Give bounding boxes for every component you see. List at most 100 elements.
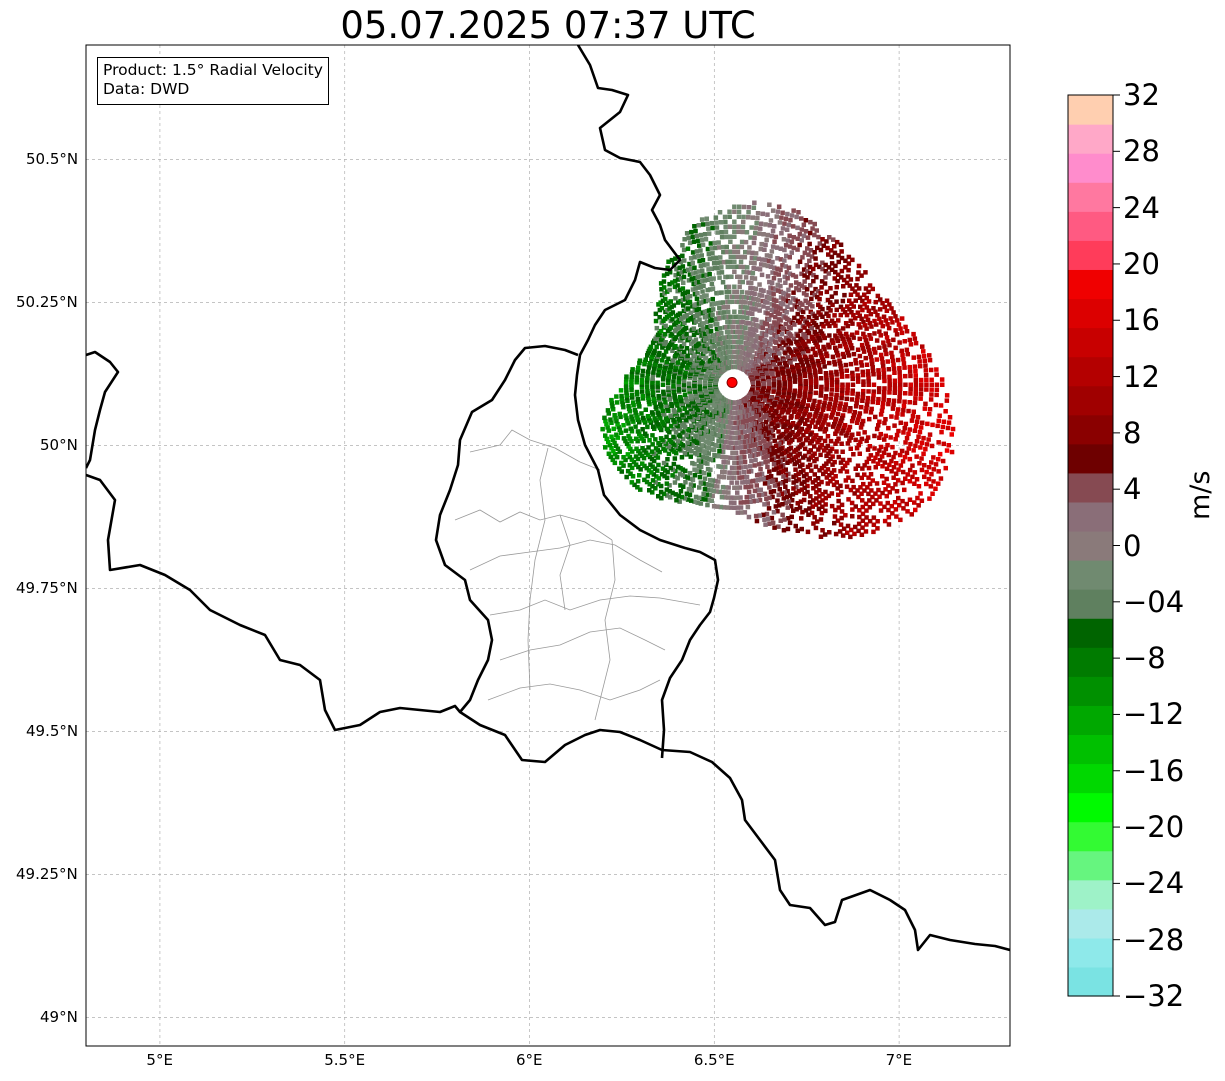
radar-gate xyxy=(836,492,841,497)
radar-gate xyxy=(787,244,793,249)
radar-gate xyxy=(624,374,629,379)
radar-gate xyxy=(703,355,709,361)
radar-gate xyxy=(778,481,783,486)
radar-gate xyxy=(745,504,751,510)
radar-gate xyxy=(775,266,780,271)
radar-gate xyxy=(612,413,617,418)
radar-gate xyxy=(769,330,774,336)
radar-gate xyxy=(866,299,872,304)
radar-gate xyxy=(726,485,731,490)
radar-gate xyxy=(730,425,736,430)
radar-gate xyxy=(834,336,839,341)
colorbar-swatch xyxy=(1068,908,1113,939)
radar-gate xyxy=(775,282,780,288)
radar-gate xyxy=(793,297,798,303)
radar-gate xyxy=(761,476,766,481)
radar-gate xyxy=(774,298,779,303)
radar-gate xyxy=(743,249,748,255)
radar-gate xyxy=(670,348,675,353)
radar-gate xyxy=(776,492,781,498)
radar-gate xyxy=(850,507,855,512)
radar-gate xyxy=(645,473,651,479)
colorbar-swatch xyxy=(1068,95,1113,125)
radar-gate xyxy=(903,391,908,396)
radar-gate xyxy=(845,523,851,529)
radar-gate xyxy=(753,457,758,463)
radar-gate xyxy=(742,479,748,485)
radar-gate xyxy=(801,497,807,503)
radar-gate xyxy=(687,387,692,392)
radar-gate xyxy=(856,286,862,291)
radar-gate xyxy=(687,413,692,419)
radar-gate xyxy=(863,270,868,275)
radar-gate xyxy=(762,247,767,252)
radar-gate xyxy=(889,469,894,474)
radar-gate xyxy=(803,298,808,303)
radar-gate xyxy=(876,423,881,428)
radar-gate xyxy=(818,291,823,296)
radar-gate xyxy=(866,372,871,377)
radar-gate xyxy=(818,369,823,374)
map-title: 05.07.2025 07:37 UTC xyxy=(340,4,756,47)
radar-gate xyxy=(886,325,892,331)
radar-gate xyxy=(749,275,755,281)
radar-gate xyxy=(783,280,788,285)
colorbar-swatch xyxy=(1068,560,1113,590)
radar-gate xyxy=(785,396,791,401)
radar-gate xyxy=(891,310,896,315)
radar-gate xyxy=(794,414,800,420)
radar-gate xyxy=(798,379,803,384)
radar-gate xyxy=(717,210,723,215)
radar-gate xyxy=(805,269,810,274)
radar-gate xyxy=(633,436,639,441)
radar-gate xyxy=(697,430,703,435)
radar-gate xyxy=(810,480,816,485)
radar-gate xyxy=(703,331,708,336)
radar-gate xyxy=(842,292,847,298)
radar-gate xyxy=(701,481,706,486)
radar-gate xyxy=(615,435,620,440)
radar-gate xyxy=(929,443,935,449)
radar-gate xyxy=(890,486,895,491)
radar-gate xyxy=(874,338,880,343)
radar-gate xyxy=(771,291,776,297)
radar-gate xyxy=(623,413,628,418)
radar-gate xyxy=(812,221,817,227)
radar-gate xyxy=(774,340,779,345)
radar-gate xyxy=(692,265,697,270)
radar-gate xyxy=(775,498,780,503)
radar-gate xyxy=(849,527,854,533)
radar-gate xyxy=(840,413,846,418)
radar-gate xyxy=(630,395,635,400)
radar-gate xyxy=(839,441,844,446)
radar-gate xyxy=(917,429,923,435)
radar-gate xyxy=(802,373,808,379)
radar-gate xyxy=(902,399,907,404)
radar-gate xyxy=(908,391,913,396)
radar-gate xyxy=(882,390,887,395)
radar-gate xyxy=(785,211,790,217)
radar-gate xyxy=(697,485,702,490)
radar-gate xyxy=(792,374,797,380)
radar-gate xyxy=(630,369,635,375)
radar-gate xyxy=(615,446,621,451)
radar-gate xyxy=(783,243,789,248)
radar-gate xyxy=(887,462,892,468)
radar-gate xyxy=(680,401,685,406)
radar-gate xyxy=(907,497,913,502)
radar-gate xyxy=(685,289,690,294)
lat-tick-label: 50.5°N xyxy=(26,150,79,169)
radar-gate xyxy=(832,362,838,367)
radar-gate xyxy=(882,375,887,380)
radar-gate xyxy=(776,429,781,434)
radar-gate xyxy=(704,272,709,278)
radar-gate xyxy=(828,300,833,305)
radar-gate xyxy=(765,437,770,442)
radar-gate xyxy=(692,467,697,472)
radar-gate xyxy=(665,265,670,271)
radar-gate xyxy=(864,508,869,513)
radar-gate xyxy=(778,257,784,262)
radar-gate xyxy=(716,290,722,296)
radar-gate xyxy=(716,270,722,275)
radar-gate xyxy=(683,480,688,485)
